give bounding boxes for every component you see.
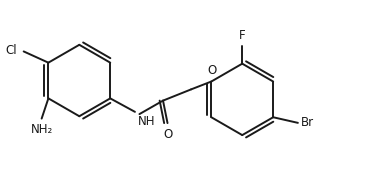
Text: O: O	[163, 128, 172, 141]
Text: Cl: Cl	[6, 44, 17, 57]
Text: Br: Br	[301, 116, 314, 129]
Text: F: F	[239, 29, 246, 42]
Text: O: O	[208, 64, 217, 77]
Text: NH₂: NH₂	[31, 123, 53, 136]
Text: NH: NH	[138, 115, 155, 128]
